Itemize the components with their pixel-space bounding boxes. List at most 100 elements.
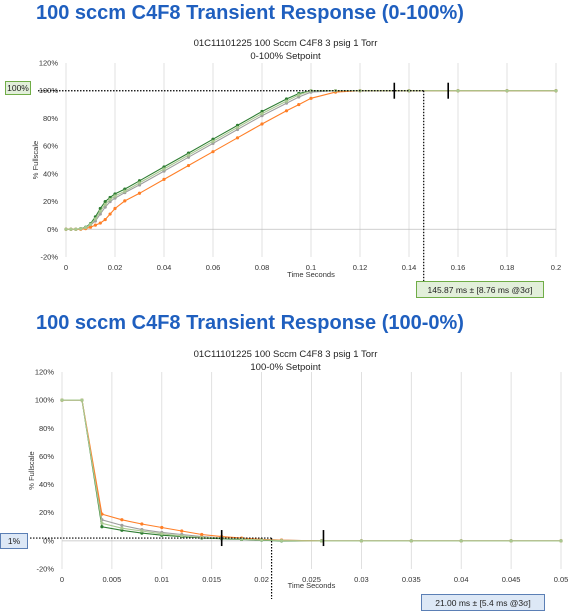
- y-tick-label: 120%: [35, 368, 55, 377]
- data-point: [260, 538, 264, 542]
- data-point: [319, 539, 324, 543]
- chart-title-fall: 01C11101225 100 Sccm C4F8 3 psig 1 Torr: [193, 349, 378, 360]
- data-point: [297, 93, 301, 97]
- y-tick-label: 40%: [43, 169, 58, 178]
- data-point: [93, 223, 97, 227]
- data-point: [284, 109, 289, 113]
- data-point: [74, 227, 78, 231]
- data-point: [120, 526, 124, 530]
- data-point: [180, 534, 184, 538]
- x-tick-label: 0.12: [353, 263, 368, 272]
- data-point: [120, 523, 124, 527]
- heading-fall: 100 sccm C4F8 Transient Response (100-0%…: [36, 312, 464, 334]
- data-point: [409, 539, 413, 543]
- data-point: [98, 209, 102, 213]
- data-point: [80, 398, 84, 402]
- data-point: [186, 163, 191, 168]
- data-point: [88, 225, 93, 229]
- data-point: [140, 529, 144, 533]
- data-point: [180, 529, 184, 533]
- setpoint-badge-1: 1%: [0, 533, 28, 549]
- data-point: [279, 538, 284, 543]
- chart-subtitle-rise: 0-100% Setpoint: [250, 51, 321, 62]
- y-axis-title: % Fullscale: [27, 451, 36, 489]
- data-point: [554, 89, 558, 93]
- data-point: [309, 96, 313, 100]
- x-tick-label: 0: [64, 263, 68, 272]
- data-point: [108, 197, 112, 202]
- data-point: [103, 199, 107, 204]
- y-tick-label: 60%: [43, 142, 58, 151]
- x-tick-label: 0.05: [554, 575, 569, 584]
- y-tick-label: 120%: [39, 59, 59, 68]
- chart-title-rise: 01C11101225 100 Sccm C4F8 3 psig 1 Torr: [193, 38, 378, 49]
- data-point: [98, 221, 102, 225]
- result-badge-fall: 21.00 ms ± [5.4 ms @3σ]: [421, 594, 545, 611]
- x-tick-label: 0.025: [302, 575, 321, 584]
- x-tick-label: 0.06: [206, 263, 221, 272]
- data-point: [235, 125, 240, 130]
- data-point: [69, 227, 73, 231]
- data-point: [211, 150, 215, 154]
- x-tick-label: 0.04: [157, 263, 172, 272]
- data-point: [93, 217, 97, 221]
- data-point: [160, 532, 164, 536]
- x-tick-label: 0.01: [154, 575, 169, 584]
- x-tick-label: 0.02: [108, 263, 123, 272]
- data-point: [297, 102, 301, 107]
- y-tick-label: -20%: [40, 253, 58, 262]
- data-point: [407, 89, 411, 93]
- rise-chart: 0 0.02 0.04 0.06 0.08 0.1 0.12 0.14 0.16 0.18 0.2 -…: [31, 59, 561, 281]
- data-point: [108, 212, 112, 216]
- y-tick-label: 20%: [39, 508, 54, 517]
- x-tick-label: 0.015: [202, 575, 221, 584]
- y-tick-label: 20%: [43, 197, 58, 206]
- data-point: [103, 202, 107, 206]
- data-point: [100, 512, 104, 516]
- data-point: [559, 539, 563, 543]
- x-tick-label: 0: [60, 575, 64, 584]
- x-axis-title: Time Seconds: [287, 270, 335, 279]
- y-tick-label: -20%: [36, 565, 54, 574]
- x-tick-label: 0.005: [103, 575, 122, 584]
- data-point: [200, 532, 204, 537]
- fall-chart: 0 0.005 0.01 0.015 0.02 0.025 0.03 0.035 0.04 0.0…: [27, 368, 569, 599]
- data-point: [123, 189, 127, 193]
- data-point: [123, 199, 127, 203]
- data-point: [260, 122, 264, 126]
- y-tick-label: 100%: [35, 396, 55, 405]
- y-tick-label: 60%: [39, 452, 54, 461]
- data-point: [211, 139, 215, 143]
- data-point: [84, 226, 88, 230]
- y-tick-label: 100%: [39, 86, 59, 95]
- data-point: [459, 539, 463, 543]
- data-point: [100, 525, 104, 529]
- data-point: [113, 194, 117, 198]
- data-point: [79, 227, 83, 231]
- data-point: [200, 535, 204, 539]
- x-tick-label: 0.2: [551, 263, 561, 272]
- data-point: [186, 153, 191, 157]
- data-point: [120, 518, 124, 522]
- x-tick-label: 0.02: [254, 575, 269, 584]
- data-point: [60, 398, 64, 402]
- data-point: [260, 111, 264, 116]
- x-tick-label: 0.14: [402, 263, 417, 272]
- data-point: [456, 89, 460, 93]
- data-point: [162, 167, 166, 171]
- x-tick-label: 0.18: [500, 263, 515, 272]
- y-axis-title: % Fullscale: [31, 141, 40, 179]
- x-tick-label: 0.08: [255, 263, 270, 272]
- data-point: [235, 136, 240, 140]
- data-point: [284, 99, 289, 103]
- y-tick-label: 80%: [43, 114, 58, 123]
- heading-rise: 100 sccm C4F8 Transient Response (0-100%…: [36, 2, 464, 24]
- data-point: [100, 521, 104, 525]
- data-point: [505, 89, 509, 93]
- data-point: [113, 206, 117, 211]
- chart-subtitle-fall: 100-0% Setpoint: [250, 362, 321, 373]
- data-point: [162, 177, 166, 181]
- data-point: [103, 217, 107, 222]
- x-tick-label: 0.03: [354, 575, 369, 584]
- data-point: [509, 539, 513, 543]
